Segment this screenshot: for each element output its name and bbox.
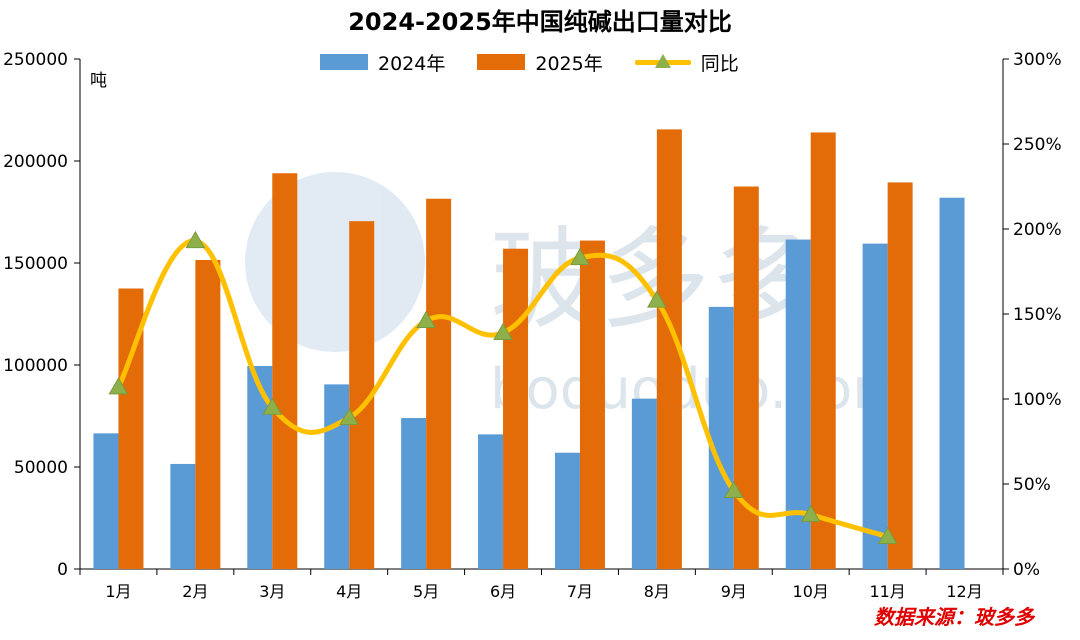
x-tick-label: 4月: [336, 582, 362, 601]
legend-item-2025: 2025年: [477, 49, 603, 76]
bar-2024: [554, 452, 580, 569]
bar-2024: [631, 398, 657, 569]
yoy-point: [723, 480, 744, 499]
yoy-point: [877, 526, 898, 544]
bar-2025: [503, 248, 529, 569]
x-tick-label: 7月: [567, 582, 593, 601]
y-right-tick-label: 200%: [1013, 220, 1062, 240]
bar-2024: [93, 433, 119, 569]
legend-label-2025: 2025年: [535, 52, 603, 75]
x-tick-label: 12月: [946, 582, 982, 601]
bar-2024: [939, 197, 965, 569]
y-right-tick-label: 0%: [1013, 560, 1040, 580]
y-right-tick-label: 50%: [1013, 475, 1051, 495]
yoy-point: [108, 377, 129, 395]
yoy-point: [416, 310, 436, 329]
legend-label-2024: 2024年: [378, 52, 446, 75]
bar-2025: [887, 182, 913, 570]
y-right-tick-label: 100%: [1013, 390, 1062, 410]
y-left-tick-label: 0: [57, 560, 68, 580]
x-tick-label: 9月: [721, 582, 747, 601]
yoy-point: [647, 290, 667, 308]
yoy-point: [570, 247, 590, 266]
x-tick-label: 11月: [869, 582, 905, 601]
y-right-tick-label: 300%: [1013, 50, 1062, 70]
legend-swatch-2025: [477, 54, 526, 70]
x-tick-label: 6月: [490, 582, 516, 601]
x-tick-label: 3月: [259, 582, 285, 601]
bar-2024: [247, 366, 273, 569]
legend-swatch-2024: [320, 54, 368, 70]
y-left-tick-label: 50000: [14, 458, 68, 478]
data-source-note: 数据来源：玻多多: [874, 605, 1034, 629]
chart-legend: 2024年 2025年 同比: [320, 48, 771, 76]
chart-title: 2024-2025年中国纯碱出口量对比: [348, 8, 732, 36]
bar-2025: [272, 173, 298, 570]
legend-label-yoy: 同比: [700, 52, 739, 75]
bar-2024: [478, 434, 504, 569]
bar-2024: [862, 243, 888, 569]
bar-2024: [170, 463, 196, 569]
legend-item-2024: 2024年: [320, 49, 445, 76]
x-tick-label: 2月: [182, 582, 208, 601]
x-tick-label: 10月: [793, 582, 829, 601]
x-tick-label: 1月: [105, 582, 131, 601]
bar-2025: [195, 259, 221, 569]
y-right-tick-label: 150%: [1013, 305, 1062, 325]
watermark-text: 玻多多: [490, 216, 820, 344]
bar-2024: [324, 384, 350, 569]
x-tick-label: 5月: [413, 582, 439, 601]
bar-2024: [708, 306, 734, 569]
bar-2024: [401, 418, 427, 569]
yoy-point: [339, 407, 360, 425]
y-left-tick-label: 200000: [3, 152, 68, 172]
bar-2025: [579, 240, 605, 569]
yoy-point: [185, 230, 206, 249]
y-left-tick-label: 250000: [3, 50, 68, 70]
watermark-logo-icon: [245, 172, 425, 352]
yoy-point: [800, 504, 821, 522]
y-axis-unit-label: 吨: [90, 71, 107, 91]
y-left-tick-label: 150000: [3, 254, 68, 274]
x-tick-label: 8月: [644, 582, 670, 601]
y-left-tick-label: 100000: [3, 356, 68, 376]
yoy-point: [262, 397, 283, 415]
legend-item-yoy: 同比: [634, 49, 739, 76]
y-right-tick-label: 250%: [1013, 135, 1062, 155]
bar-2025: [810, 132, 836, 569]
bar-2025: [426, 198, 452, 570]
yoy-point: [493, 322, 513, 340]
legend-swatch-yoy: [634, 54, 691, 70]
